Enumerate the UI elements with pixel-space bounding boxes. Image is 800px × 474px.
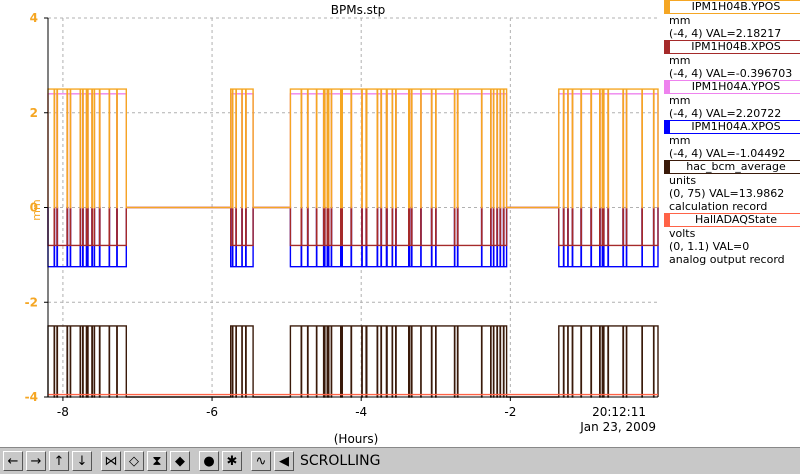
legend-value: VAL=-0.396703 — [706, 67, 793, 80]
legend-entry[interactable]: IPM1H04B.YPOS mm (-4, 4) VAL=2.18217 — [662, 0, 800, 40]
legend-series-name[interactable]: IPM1H04B.YPOS — [664, 0, 800, 14]
legend-entry[interactable]: IPM1H04A.YPOS mm (-4, 4) VAL=2.20722 — [662, 80, 800, 120]
legend-entry[interactable]: IPM1H04A.XPOS mm (-4, 4) VAL=-1.04492 — [662, 120, 800, 160]
legend-series-name[interactable]: IPM1H04B.XPOS — [664, 40, 800, 54]
series-line-IPM1H04A.XPOS — [47, 206, 659, 268]
legend-units: mm — [669, 54, 691, 67]
y-tick-label: -2 — [25, 295, 38, 309]
legend-units: volts — [669, 227, 696, 240]
record-icon[interactable]: ● — [199, 451, 219, 471]
series-line-IPM1H04B.YPOS — [47, 88, 659, 209]
right-arrow-icon[interactable]: → — [26, 451, 46, 471]
legend: IPM1H04B.YPOS mm (-4, 4) VAL=2.18217 IPM1H0… — [662, 0, 800, 266]
legend-series-name[interactable]: IPM1H04A.XPOS — [664, 120, 800, 134]
legend-record-type: calculation record — [669, 200, 768, 213]
series-line-hac_bcm_average — [47, 325, 659, 398]
date-label: Jan 23, 2009 — [579, 420, 656, 434]
y-tick-label: 2 — [30, 106, 38, 120]
x-tick-label: -2 — [504, 405, 516, 419]
zoom-in-y-icon[interactable]: ⧗ — [147, 451, 167, 471]
legend-units: units — [669, 174, 697, 187]
legend-series-name[interactable]: hac_bcm_average — [664, 160, 800, 174]
legend-range: (-4, 4) — [669, 147, 703, 160]
legend-range-value: (-4, 4) VAL=2.20722 — [662, 107, 800, 120]
y-tick-label: 0 — [30, 201, 38, 215]
legend-units: mm — [669, 134, 691, 147]
legend-range: (0, 75) — [669, 187, 706, 200]
zoom-in-x-icon[interactable]: ⋈ — [101, 451, 121, 471]
legend-range: (0, 1.1) — [669, 240, 710, 253]
waveform-icon[interactable]: ∿ — [251, 451, 271, 471]
series-line-IPM1H04B.XPOS — [47, 206, 659, 247]
y-tick-label: -4 — [25, 390, 38, 404]
back-to-scroll-icon[interactable]: ◀ — [274, 451, 294, 471]
x-tick-label: -8 — [57, 405, 69, 419]
plot-window: -4 -2 0 2 4 -8 -6 -4 -2 BPMs.stp mm (Hours) 20:1… — [25, 0, 800, 446]
x-tick-label: -6 — [206, 405, 218, 419]
legend-series-name[interactable]: IPM1H04A.YPOS — [664, 80, 800, 94]
zoom-out-y-icon[interactable]: ◆ — [170, 451, 190, 471]
legend-range: (-4, 4) — [669, 67, 703, 80]
legend-series-name[interactable]: HallADAQState — [664, 213, 800, 227]
legend-value: VAL=-1.04492 — [706, 147, 786, 160]
down-arrow-icon[interactable]: ↓ — [72, 451, 92, 471]
legend-range-value: (0, 1.1) VAL=0 — [662, 240, 800, 253]
y-tick-label: 4 — [30, 11, 38, 25]
legend-range-value: (0, 75) VAL=13.9862 — [662, 187, 800, 200]
legend-range-value: (-4, 4) VAL=2.18217 — [662, 27, 800, 40]
legend-value: VAL=2.20722 — [706, 107, 782, 120]
x-tick-label: -4 — [355, 405, 367, 419]
strip-chart: -4 -2 0 2 4 -8 -6 -4 -2 BPMs.stp mm (Hours) 20:1… — [25, 3, 659, 446]
up-arrow-icon[interactable]: ↑ — [49, 451, 69, 471]
y-axis-label: mm — [30, 199, 43, 220]
zoom-out-x-icon[interactable]: ◇ — [124, 451, 144, 471]
legend-value: VAL=13.9862 — [709, 187, 785, 200]
series-layer — [47, 88, 659, 398]
config-icon[interactable]: ✱ — [222, 451, 242, 471]
legend-entry[interactable]: HallADAQState volts (0, 1.1) VAL=0 analog o… — [662, 213, 800, 266]
series-line-IPM1H04A.YPOS — [47, 93, 659, 209]
time-label: 20:12:11 — [592, 405, 646, 419]
legend-range-value: (-4, 4) VAL=-0.396703 — [662, 67, 800, 80]
legend-range: (-4, 4) — [669, 107, 703, 120]
legend-range-value: (-4, 4) VAL=-1.04492 — [662, 147, 800, 160]
left-arrow-icon[interactable]: ← — [3, 451, 23, 471]
legend-entry[interactable]: IPM1H04B.XPOS mm (-4, 4) VAL=-0.396703 — [662, 40, 800, 80]
chart-title: BPMs.stp — [331, 3, 385, 17]
scroll-status: SCROLLING — [300, 453, 381, 469]
legend-units: mm — [669, 14, 691, 27]
legend-units: mm — [669, 94, 691, 107]
legend-range: (-4, 4) — [669, 27, 703, 40]
x-axis-label: (Hours) — [334, 432, 379, 446]
legend-record-type: analog output record — [669, 253, 785, 266]
legend-value: VAL=2.18217 — [706, 27, 782, 40]
legend-value: VAL=0 — [712, 240, 750, 253]
legend-entry[interactable]: hac_bcm_average units (0, 75) VAL=13.9862 c… — [662, 160, 800, 213]
axes: -4 -2 0 2 4 -8 -6 -4 -2 — [25, 11, 658, 419]
toolbar: ← → ↑ ↓ ⋈ ◇ ⧗ ◆ ● ✱ ∿ ◀ SCROLLING — [0, 447, 800, 474]
